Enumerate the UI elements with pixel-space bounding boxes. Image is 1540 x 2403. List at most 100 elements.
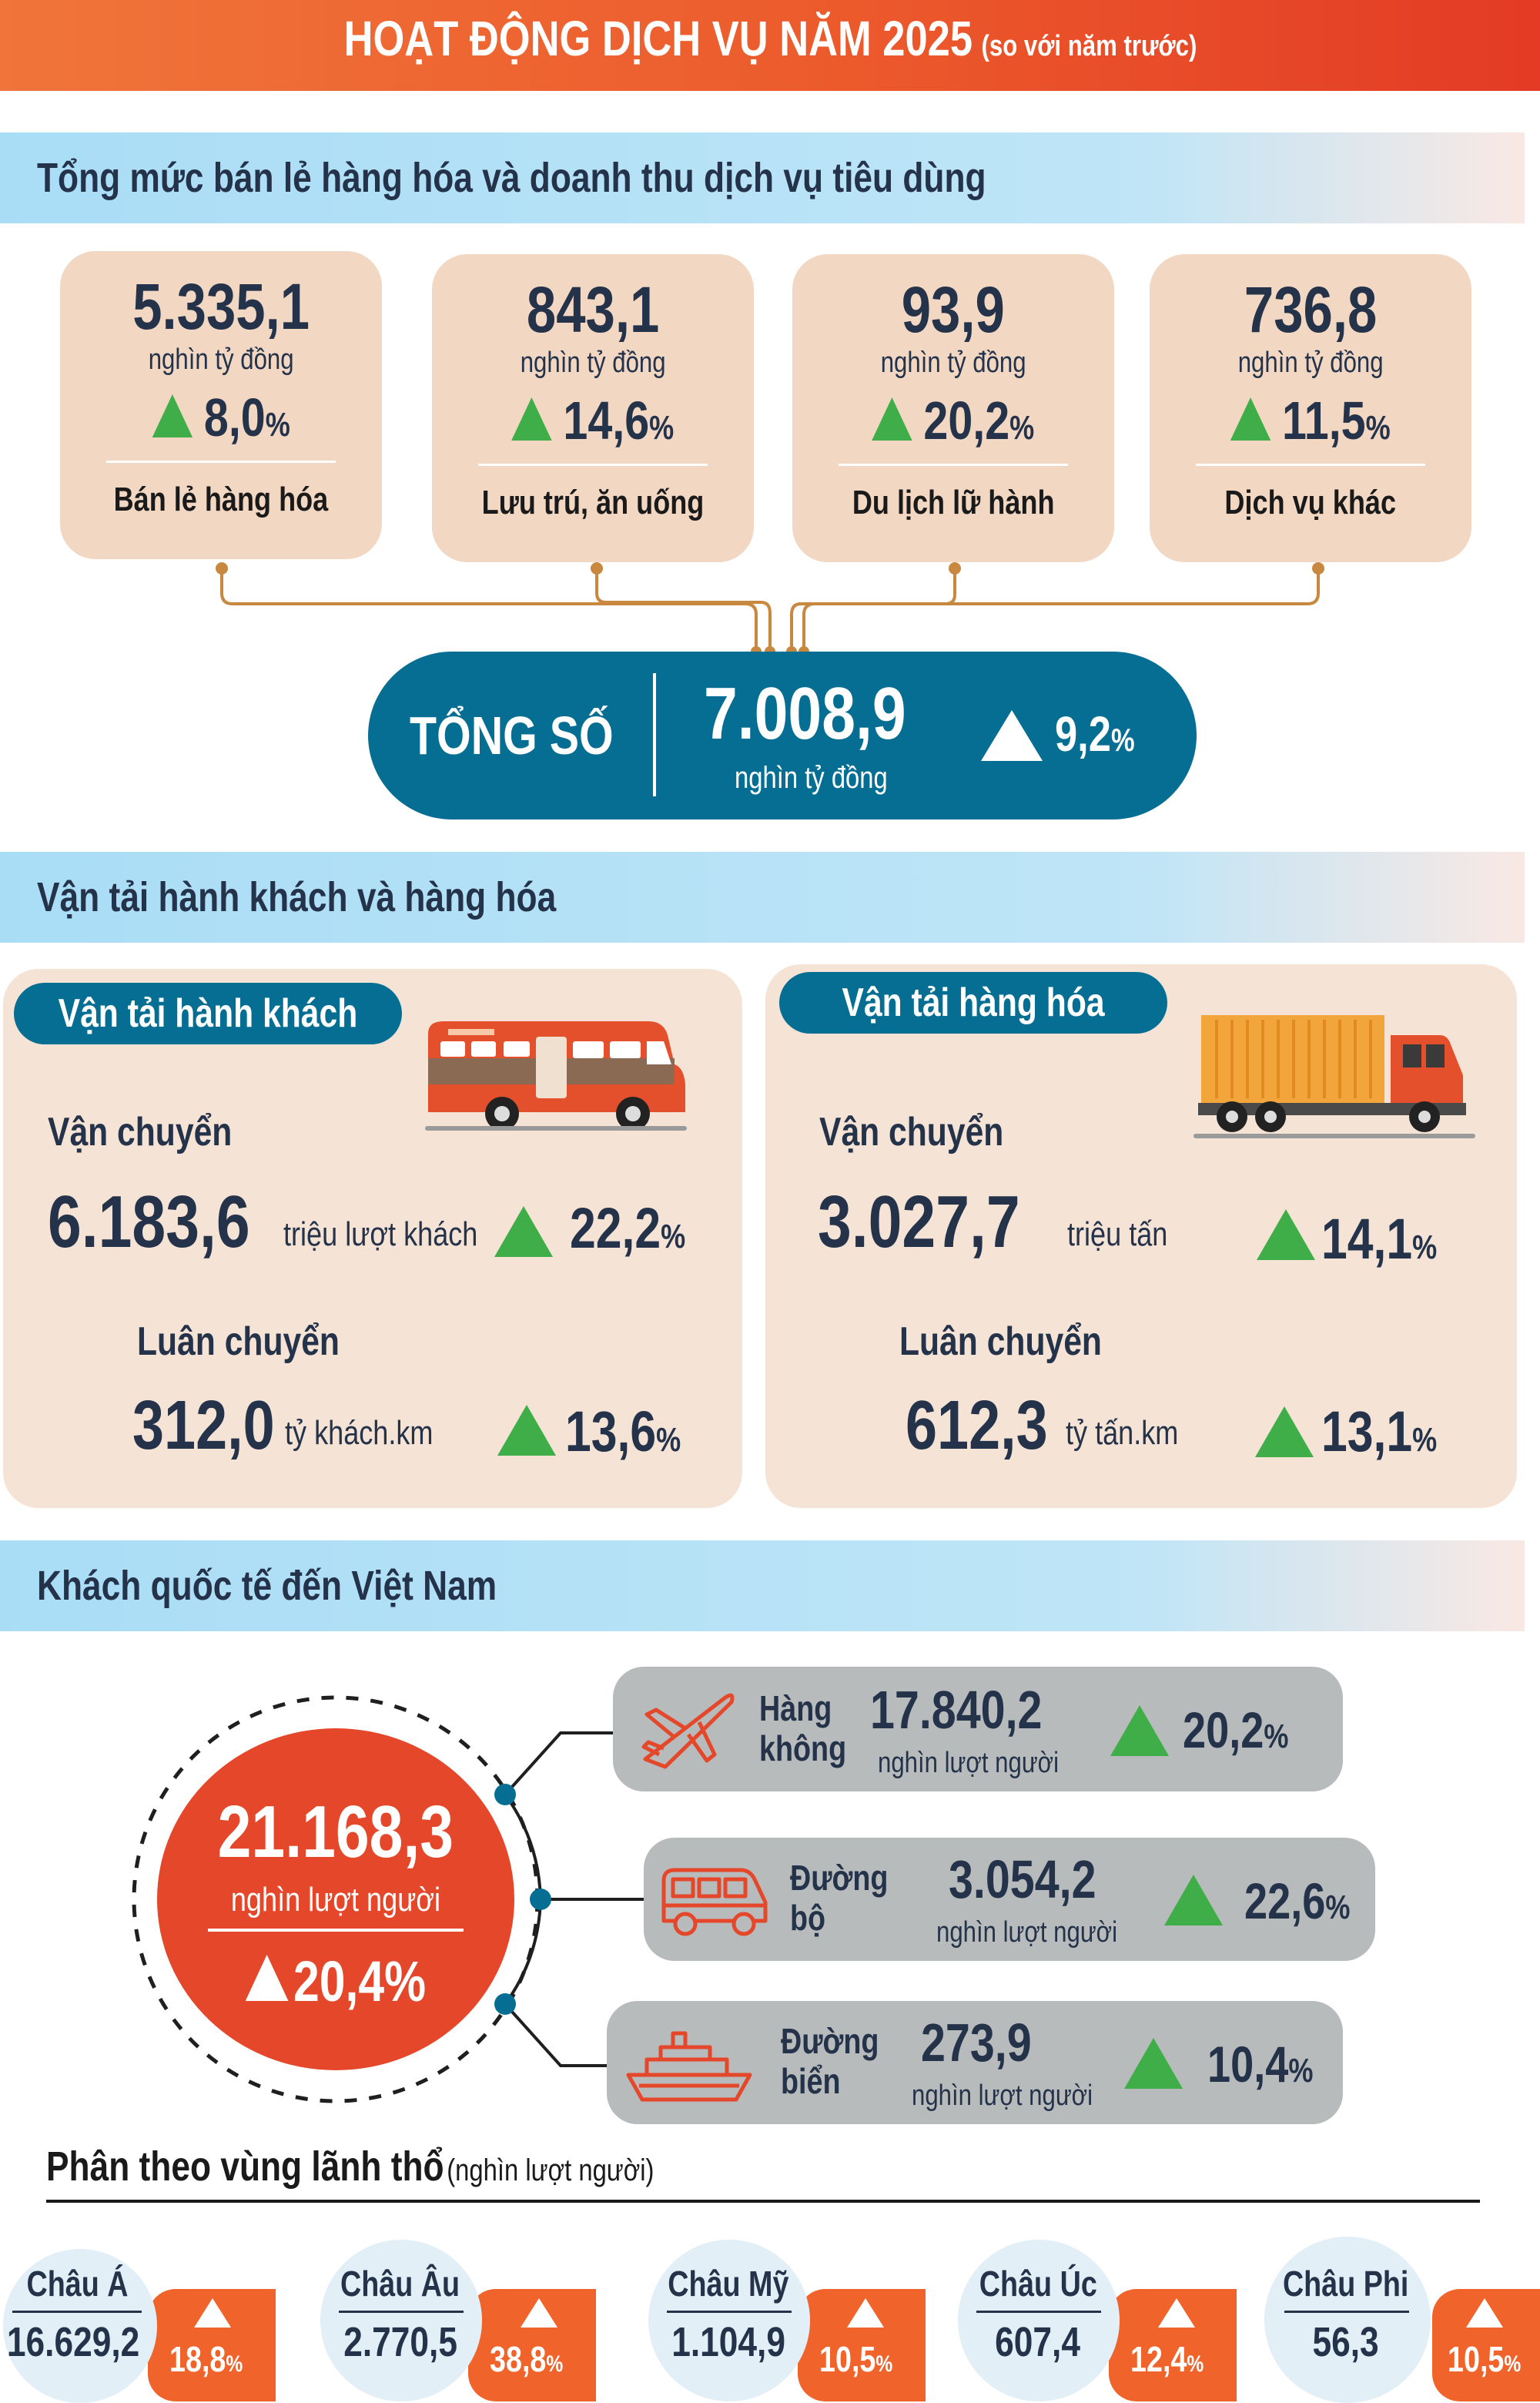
up-arrow-icon — [494, 1206, 553, 1257]
mode-unit: nghìn lượt người — [936, 1916, 1118, 1949]
van-icon — [661, 1868, 768, 1936]
divider — [1196, 464, 1425, 466]
up-arrow-icon — [1466, 2298, 1503, 2328]
retail-name: Dịch vụ khác — [1224, 484, 1397, 521]
up-arrow-icon — [1257, 1209, 1315, 1260]
cargo-rotation-growth: 13,1% — [1321, 1399, 1438, 1463]
retail-unit: nghìn tỷ đồng — [148, 344, 294, 376]
cargo-carried-value: 3.027,7 — [818, 1181, 1020, 1263]
section-bar-retail — [0, 132, 1525, 223]
arrivals-total-unit: nghìn lượt người — [230, 1881, 441, 1919]
retail-value: 5.335,1 — [132, 270, 310, 343]
arrivals-total-growth: 20,4% — [157, 1949, 514, 2014]
region-growth: 10,5% — [1448, 2339, 1522, 2379]
cargo-rotation-value: 612,3 — [906, 1387, 1048, 1464]
section-bar-international — [0, 1540, 1525, 1631]
mode-growth: 22,6% — [1244, 1872, 1351, 1929]
total-label: TỔNG SỐ — [410, 705, 614, 766]
cargo-rotation-label: Luân chuyển — [899, 1319, 1102, 1364]
section-title-retail: Tổng mức bán lẻ hàng hóa và doanh thu dị… — [37, 155, 986, 201]
retail-value: 93,9 — [901, 273, 1006, 346]
cargo-title: Vận tải hàng hóa — [779, 972, 1167, 1034]
regions-row: 18,8% Châu Á 16.629,2 38,8% Châu Âu 2.77… — [0, 2232, 1540, 2403]
retail-name: Bán lẻ hàng hóa — [113, 481, 329, 518]
region-growth: 38,8% — [490, 2339, 564, 2379]
divider — [667, 2311, 792, 2313]
mode-value: 3.054,2 — [949, 1849, 1096, 1909]
retail-card-goods: 5.335,1 nghìn tỷ đồng 8,0% Bán lẻ hàng h… — [60, 251, 382, 559]
passenger-rotation-unit: tỷ khách.km — [285, 1414, 434, 1452]
total-value: 7.008,9 — [704, 672, 906, 755]
title-banner — [0, 0, 1540, 91]
passenger-carried-label: Vận chuyển — [48, 1110, 233, 1155]
region-name: Châu Mỹ — [668, 2264, 789, 2304]
up-arrow-icon — [1158, 2298, 1195, 2328]
cargo-carried-growth: 14,1% — [1321, 1207, 1438, 1271]
mode-name: Hàng không — [759, 1688, 847, 1768]
mode-value: 273,9 — [921, 2013, 1032, 2073]
retail-growth: 8,0% — [60, 387, 382, 451]
regions-title: Phân theo vùng lãnh thổ (nghìn lượt ngườ… — [46, 2143, 654, 2190]
passenger-rotation-growth: 13,6% — [565, 1399, 681, 1463]
region-growth: 12,4% — [1130, 2339, 1204, 2379]
retail-growth: 20,2% — [792, 390, 1114, 454]
region-name: Châu Úc — [979, 2264, 1097, 2304]
divider — [208, 1929, 464, 1932]
passenger-title: Vận tải hành khách — [14, 983, 402, 1044]
passenger-carried-value: 6.183,6 — [48, 1181, 250, 1263]
region-name: Châu Phi — [1283, 2264, 1409, 2304]
retail-unit: nghìn tỷ đồng — [1237, 347, 1384, 379]
section-bar-transport — [0, 852, 1525, 943]
divider — [12, 2311, 142, 2313]
retail-card-travel: 93,9 nghìn tỷ đồng 20,2% Du lịch lữ hành — [792, 254, 1114, 562]
region-value: 56,3 — [1312, 2319, 1380, 2365]
divider — [1284, 2311, 1409, 2313]
mode-air-pill: Hàng không 17.840,2 nghìn lượt người 20,2… — [613, 1667, 1343, 1791]
total-unit: nghìn tỷ đồng — [735, 761, 888, 795]
up-arrow-icon — [1110, 1705, 1169, 1756]
up-arrow-icon — [1255, 1406, 1314, 1457]
up-arrow-icon — [847, 2298, 884, 2328]
region-circle — [320, 2240, 482, 2401]
passenger-carried-growth: 22,2% — [570, 1196, 686, 1260]
retail-name: Lưu trú, ăn uống — [481, 484, 705, 521]
connector-lines — [216, 562, 1324, 657]
up-arrow-icon — [511, 397, 552, 441]
mode-unit: nghìn lượt người — [878, 1747, 1060, 1779]
arrivals-total-value: 21.168,3 — [217, 1791, 454, 1873]
divider — [339, 2311, 464, 2313]
region-value: 16.629,2 — [6, 2319, 140, 2365]
retail-name: Du lịch lữ hành — [852, 484, 1055, 521]
total-growth: 9,2% — [1055, 706, 1135, 762]
passenger-rotation-label: Luân chuyển — [137, 1319, 340, 1364]
section-title-transport: Vận tải hành khách và hàng hóa — [37, 874, 557, 920]
up-arrow-icon — [194, 2298, 231, 2328]
retail-unit: nghìn tỷ đồng — [880, 347, 1026, 379]
truck-icon — [1194, 1015, 1475, 1138]
up-arrow-icon — [1230, 397, 1271, 441]
mode-road-pill: Đường bộ 3.054,2 nghìn lượt người 22,6% — [644, 1838, 1375, 1961]
cargo-carried-unit: triệu tấn — [1067, 1215, 1168, 1253]
divider — [976, 2311, 1101, 2313]
up-arrow-icon — [1124, 2038, 1183, 2089]
divider — [839, 464, 1068, 466]
passenger-rotation-value: 312,0 — [132, 1387, 275, 1464]
passenger-carried-unit: triệu lượt khách — [283, 1215, 478, 1253]
region-value: 1.104,9 — [671, 2319, 785, 2365]
regions-divider — [46, 2200, 1480, 2203]
cargo-rotation-unit: tỷ tấn.km — [1066, 1414, 1179, 1452]
cargo-carried-label: Vận chuyển — [819, 1110, 1004, 1155]
mode-growth: 20,2% — [1183, 1701, 1289, 1758]
divider — [478, 464, 708, 466]
mode-value: 17.840,2 — [870, 1680, 1043, 1740]
up-arrow-icon — [521, 2298, 557, 2328]
region-value: 607,4 — [995, 2319, 1081, 2365]
retail-value: 736,8 — [1244, 273, 1378, 346]
retail-growth: 11,5% — [1150, 390, 1471, 454]
mode-sea-pill: Đường biển 273,9 nghìn lượt người 10,4% — [607, 2001, 1343, 2124]
total-pill: TỔNG SỐ 7.008,9 nghìn tỷ đồng 9,2% — [368, 652, 1197, 819]
arrivals-connectors — [132, 1695, 647, 2103]
up-arrow-icon — [245, 1955, 289, 2001]
page-title-sub: (so với năm trước) — [981, 30, 1197, 62]
region-name: Châu Á — [25, 2264, 129, 2304]
